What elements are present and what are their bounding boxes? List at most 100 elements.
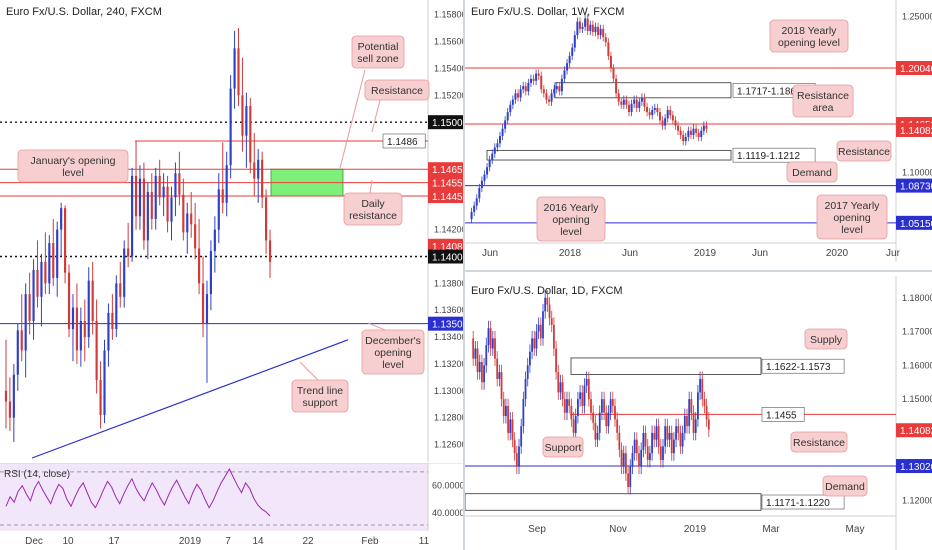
candle-body-58 — [233, 48, 236, 89]
candle-body-60 — [241, 95, 244, 136]
candle-body-11 — [494, 338, 496, 359]
candle-body-15 — [64, 208, 67, 273]
candle-body-49 — [594, 26, 597, 32]
candle-body-74 — [658, 112, 661, 121]
rsi-tick-1: 40.0000 — [432, 508, 463, 518]
candle-body-62 — [249, 106, 252, 163]
candle-body-76 — [664, 118, 667, 126]
candle-body-33 — [542, 311, 544, 339]
time-tick-1: 2018 — [559, 248, 582, 259]
time-tick-6: Jur — [886, 248, 901, 259]
candle-body-51 — [599, 28, 602, 36]
candle-body-33 — [553, 89, 556, 94]
candle-body-96 — [679, 432, 682, 447]
candle-body-74 — [631, 453, 634, 467]
eurusd-daily-chart[interactable]: Euro Fx/U.S. Dollar, 1D, FXCM 1.18000 1.17… — [465, 276, 932, 550]
candle-body-62 — [628, 104, 630, 113]
candle-body-108 — [705, 405, 708, 420]
candle-body-58 — [596, 432, 599, 440]
candle-body-30 — [123, 248, 126, 297]
candle-body-99 — [686, 416, 688, 427]
candle-body-48 — [574, 416, 577, 433]
candle-body-77 — [666, 110, 669, 119]
candle-body-92 — [670, 432, 673, 454]
level-tag-2: 1.14650 — [432, 165, 463, 176]
level-tag-0: 1.1455 — [766, 410, 797, 421]
candle-body-20 — [513, 439, 516, 454]
candle-body-8 — [488, 159, 491, 168]
candle-body-75 — [661, 120, 664, 126]
candle-body-29 — [542, 89, 545, 94]
candle-body-66 — [614, 405, 616, 420]
candle-body-10 — [493, 147, 496, 154]
current-price-tag: 1.14082 — [900, 426, 932, 437]
candle-body-64 — [609, 399, 612, 413]
callout-resistance-line-0: Resistance — [838, 146, 890, 158]
candle-body-23 — [527, 82, 530, 92]
level-tag-3-bg — [896, 215, 932, 230]
candle-body-21 — [522, 86, 525, 90]
candle-body-25 — [532, 78, 535, 81]
callout-2017-open-box — [816, 194, 888, 240]
callout-demand-box — [822, 475, 868, 497]
candle-body-7 — [32, 269, 35, 321]
candle-body-6 — [483, 174, 486, 181]
candle-body-30 — [545, 93, 548, 100]
candle-body-91 — [702, 125, 705, 131]
zone-label-1-bg — [732, 147, 816, 163]
candle-body-19 — [511, 419, 514, 440]
candle-body-41 — [559, 382, 562, 393]
candle-body-20 — [519, 89, 522, 98]
level-tag-4-bg — [428, 189, 463, 204]
candle-body-26 — [535, 73, 538, 81]
candle-body-98 — [683, 416, 686, 433]
candle-body-46 — [186, 213, 189, 233]
candle-body-76 — [635, 439, 638, 454]
candle-body-2 — [473, 205, 476, 212]
eurusd-weekly-chart[interactable]: Euro Fx/U.S. Dollar, 1W, FXCM 1.25000 1.20… — [465, 0, 932, 262]
price-tick-2: 1.16000 — [902, 360, 932, 370]
callout-demand-box — [786, 161, 838, 183]
candle-body-61 — [625, 99, 628, 105]
candle-body-39 — [158, 175, 161, 198]
candle-body-6 — [28, 294, 31, 321]
candle-body-48 — [591, 24, 594, 32]
rsi-panel[interactable]: RSI (14, close) 60.0000 40.0000 — [0, 463, 463, 531]
callout-resistance-area-pointer — [784, 91, 794, 96]
candle-body-24 — [99, 380, 102, 416]
candle-body-66 — [265, 197, 268, 241]
candle-body-51 — [581, 392, 584, 406]
callout-trend-line-line-1: support — [302, 397, 337, 409]
candle-body-12 — [498, 136, 501, 144]
candle-body-48 — [194, 224, 197, 249]
time-tick-4: May — [846, 524, 865, 535]
candle-body-43 — [578, 21, 581, 29]
candle-body-4 — [478, 362, 481, 373]
candle-body-70 — [622, 453, 625, 467]
price-tick-0: 1.25000 — [902, 11, 932, 21]
candle-body-29 — [119, 283, 122, 297]
candle-body-69 — [646, 106, 649, 113]
zone-label-0-bg — [761, 358, 845, 374]
candle-body-15 — [502, 399, 505, 417]
candle-body-47 — [572, 419, 575, 433]
time-tick-1: 10 — [62, 536, 74, 547]
zone-label-0: 1.1622-1.1573 — [766, 362, 831, 373]
candle-body-13 — [56, 229, 59, 278]
time-tick-3: Mar — [762, 524, 780, 535]
candle-body-103 — [694, 419, 697, 433]
candle-body-6 — [483, 365, 485, 383]
callout-trend-line-box — [291, 379, 349, 413]
candle-body-7 — [485, 345, 488, 366]
candle-body-53 — [604, 37, 607, 43]
candle-body-5 — [24, 294, 27, 351]
level-tag-7: 1.13500 — [432, 320, 463, 331]
callout-resistance-area-box — [792, 84, 854, 118]
candle-body-67 — [616, 419, 619, 433]
candle-body-92 — [705, 125, 708, 129]
candle-body-40 — [557, 372, 560, 393]
zone-label-1-bg — [761, 494, 845, 510]
candle-body-44 — [178, 173, 181, 195]
candle-body-36 — [548, 304, 551, 319]
eurusd-4h-chart[interactable]: Euro Fx/U.S. Dollar, 240, FXCM 1.15800 1.1… — [0, 0, 463, 462]
